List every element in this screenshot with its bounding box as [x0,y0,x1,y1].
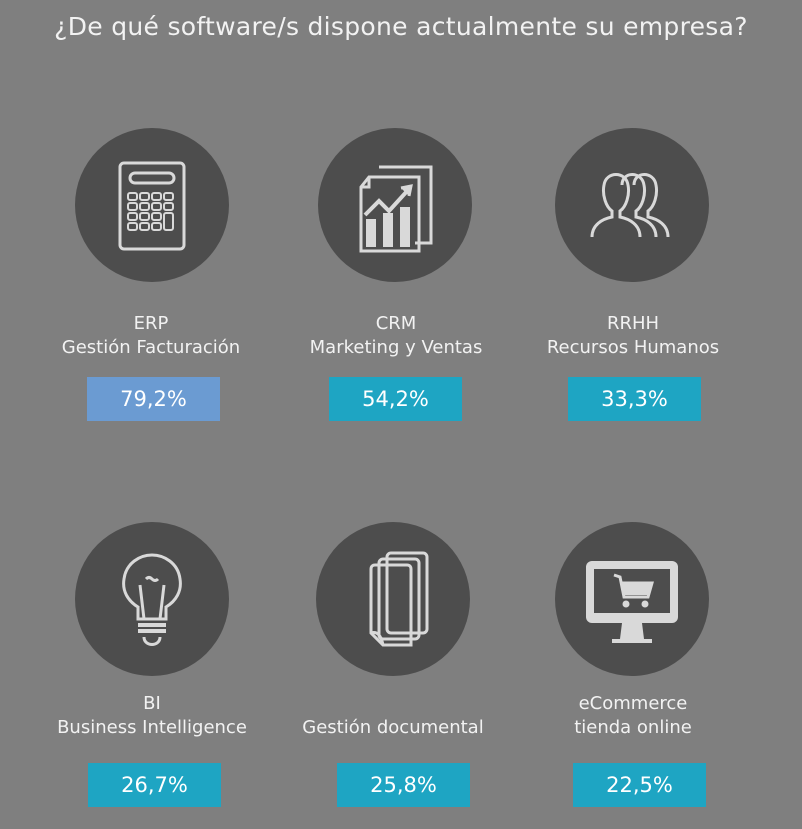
category-name: Marketing y Ventas [309,337,483,358]
category-code: ERP [133,313,169,334]
category-code: CRM [375,313,417,334]
crm-circle [318,128,472,282]
lightbulb-icon [122,553,182,646]
erp-circle [75,128,229,282]
category-code: BI [143,693,161,714]
documental-circle [316,522,470,676]
value-box-rrhh: 33,3% [568,377,701,421]
rrhh-circle [555,128,709,282]
value-box-documental: 25,8% [337,763,470,807]
category-label-rrhh: RRHH Recursos Humanos [503,312,763,360]
calculator-icon [118,161,186,251]
page-title: ¿De qué software/s dispone actualmente s… [54,12,748,41]
category-name: Gestión Facturación [61,337,241,358]
category-name: tienda online [574,717,692,738]
ecommerce-circle [555,522,709,676]
people-icon [590,173,670,238]
category-code [263,692,523,716]
category-label-crm: CRM Marketing y Ventas [266,312,526,360]
chart-document-icon [359,165,433,253]
category-name: Gestión documental [302,717,484,738]
category-name: Business Intelligence [57,717,247,738]
category-name: Recursos Humanos [546,337,720,358]
category-label-erp: ERP Gestión Facturación [21,312,281,360]
category-code: eCommerce [578,693,688,714]
documents-icon [369,551,429,647]
category-label-bi: BI Business Intelligence [22,692,282,740]
category-label-documental: Gestión documental [263,692,523,740]
value-box-crm: 54,2% [329,377,462,421]
monitor-cart-icon [586,561,678,643]
category-code: RRHH [606,313,660,334]
category-label-ecommerce: eCommerce tienda online [503,692,763,740]
bi-circle [75,522,229,676]
value-box-erp: 79,2% [87,377,220,421]
value-box-ecommerce: 22,5% [573,763,706,807]
value-box-bi: 26,7% [88,763,221,807]
